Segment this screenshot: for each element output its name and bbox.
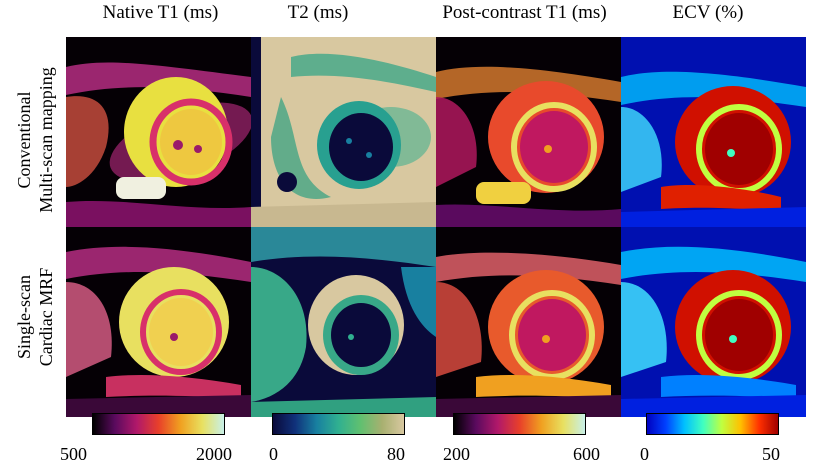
image-native-t1-conventional	[66, 37, 251, 227]
colorbar-ecv-max: 50	[762, 444, 780, 464]
image-ecv-mrf	[621, 227, 806, 417]
colorbar-ecv	[646, 413, 779, 435]
row-label-mrf-line2: Cardiac MRF	[36, 267, 56, 367]
row-label-mrf-line1: Single-scan	[14, 275, 34, 359]
image-post-contrast-t1-conventional	[436, 37, 621, 227]
image-native-t1-mrf	[66, 227, 251, 417]
colorbar-t2	[272, 413, 405, 435]
colorbar-post-contrast-t1-max: 600	[573, 444, 600, 464]
colorbar-post-contrast-t1	[453, 413, 586, 435]
colorbar-native-t1-min: 500	[60, 444, 87, 464]
column-title-post-contrast-t1: Post-contrast T1 (ms)	[442, 2, 607, 23]
colorbar-native-t1-max: 2000	[196, 444, 232, 464]
column-title-native-t1: Native T1 (ms)	[102, 2, 219, 23]
column-title-ecv: ECV (%)	[672, 2, 744, 23]
colorbar-post-contrast-t1-min: 200	[443, 444, 470, 464]
image-ecv-conventional	[621, 37, 806, 227]
column-title-t2: T2 (ms)	[287, 2, 349, 23]
row-label-conventional-line2: Multi-scan mapping	[36, 67, 56, 213]
image-post-contrast-t1-mrf	[436, 227, 621, 417]
image-t2-conventional	[251, 37, 436, 227]
image-t2-mrf	[251, 227, 436, 417]
colorbar-t2-min: 0	[269, 444, 278, 464]
colorbar-t2-max: 80	[387, 444, 405, 464]
row-label-conventional-line1: Conventional	[14, 91, 34, 189]
row-label-conventional: Conventional Multi-scan mapping	[13, 45, 57, 235]
row-label-mrf: Single-scan Cardiac MRF	[13, 222, 57, 412]
colorbar-ecv-min: 0	[640, 444, 649, 464]
colorbar-native-t1	[92, 413, 225, 435]
